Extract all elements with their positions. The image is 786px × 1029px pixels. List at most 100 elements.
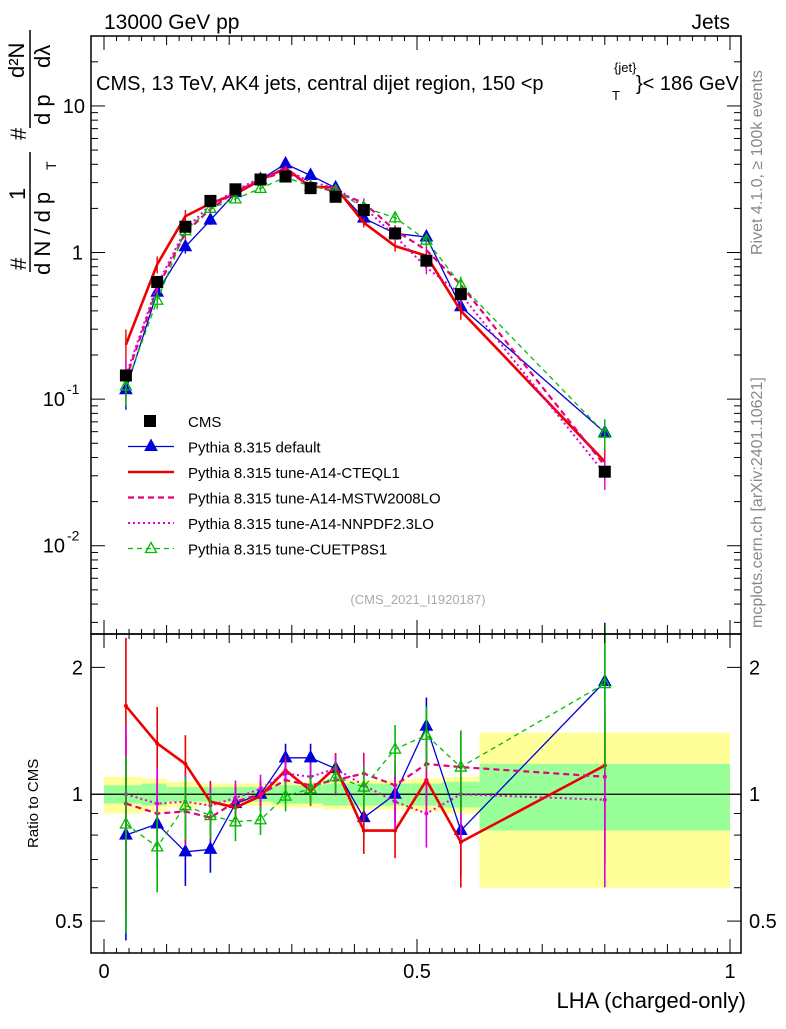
main-y-tick-label: 10 <box>63 96 85 118</box>
ratio-point-cuet <box>388 741 402 754</box>
ratio-point-cteql1 <box>361 828 366 833</box>
ratio-point-cuet <box>357 779 371 792</box>
ratio-point-default <box>303 749 318 763</box>
main-point-cuet <box>388 210 402 223</box>
y-label-numerator: d²N <box>4 43 29 78</box>
y-label-dndpt: d N / d p <box>30 192 55 275</box>
main-point-default <box>203 212 218 225</box>
ratio-y-tick-label-left: 1 <box>72 784 83 806</box>
ratio-point-cuet <box>228 814 243 827</box>
cms-data-point <box>389 227 402 240</box>
ratio-point-cteql1 <box>123 703 128 708</box>
y-label-dndpt-sub: T <box>43 161 59 170</box>
main-point-cuet <box>150 292 164 305</box>
main-y-tick-label: 1 <box>72 243 83 265</box>
y-label-hash-1: # <box>6 257 31 270</box>
main-point-cuet <box>203 200 218 213</box>
ratio-point-nnpdf <box>258 786 263 791</box>
legend-label-mstw: Pythia 8.315 tune-A14-MSTW2008LO <box>188 491 441 508</box>
plot-title-sup: {jet} <box>614 60 637 75</box>
legend-marker-cuet <box>144 541 158 554</box>
ratio-point-cuet <box>203 808 218 821</box>
plot-title-end: }< 186 GeV <box>636 73 740 95</box>
ratio-point-cuet <box>303 781 318 794</box>
plot-title-sub: T <box>612 88 620 103</box>
ratio-point-cteql1 <box>183 761 188 766</box>
legend-label-cteql1: Pythia 8.315 tune-A14-CTEQL1 <box>188 465 400 482</box>
ratio-point-cuet <box>598 676 612 689</box>
ratio-point-cteql1 <box>458 840 463 845</box>
cms-data-point <box>598 465 611 478</box>
ratio-line-cteql1 <box>124 705 606 844</box>
ratio-series <box>119 622 612 941</box>
header-left: 13000 GeV pp <box>104 11 239 34</box>
cms-data-point <box>304 182 317 195</box>
main-y-tick-exponent: -1 <box>67 381 80 397</box>
ratio-point-cuet <box>419 727 433 740</box>
legend-marker-default <box>144 438 158 451</box>
analysis-watermark: (CMS_2021_I1920187) <box>350 592 485 607</box>
cms-data-point <box>151 275 164 288</box>
main-point-cuet <box>253 181 268 194</box>
main-line-nnpdf <box>124 168 606 475</box>
cms-data-point <box>229 183 242 196</box>
ratio-point-nnpdf <box>233 795 238 800</box>
main-point-cuet <box>119 378 133 391</box>
ratio-y-tick-label-right: 2 <box>749 657 760 679</box>
main-y-axis-label: # 1 d N / d p T # d²N d p dλ <box>4 30 59 275</box>
ratio-y-tick-label-right: 0.5 <box>749 911 777 933</box>
cms-data-point <box>279 170 292 183</box>
cms-data-point <box>420 254 433 267</box>
ratio-point-cuet <box>119 816 133 829</box>
main-point-cuet <box>228 191 243 204</box>
ratio-point-default <box>178 843 193 857</box>
legend-label-nnpdf: Pythia 8.315 tune-A14-NNPDF2.3LO <box>188 516 434 533</box>
ratio-point-cteql1 <box>155 741 160 746</box>
y-label-dlambda: dλ <box>30 45 55 68</box>
legend-marker-cms <box>144 415 156 427</box>
ratio-y-tick-label-left: 0.5 <box>55 911 83 933</box>
y-label-one: 1 <box>5 188 30 200</box>
cms-data-point <box>119 369 132 382</box>
x-tick-label: 1 <box>724 961 735 983</box>
cms-data-point <box>179 220 192 233</box>
ratio-y-tick-label-right: 1 <box>749 784 760 806</box>
ratio-plot-frame <box>90 633 742 954</box>
ratio-line-mstw <box>125 762 605 819</box>
ratio-point-nnpdf <box>424 811 429 816</box>
plot-title-main: CMS, 13 TeV, AK4 jets, central dijet reg… <box>96 73 544 95</box>
ratio-point-cuet <box>178 798 192 811</box>
cms-data-point <box>454 288 467 301</box>
ratio-point-nnpdf <box>155 801 160 806</box>
legend-label-cuet: Pythia 8.315 tune-CUETP8S1 <box>188 542 387 559</box>
cms-data-point <box>329 190 342 203</box>
rivet-label: Rivet 4.1.0, ≥ 100k events <box>749 70 766 255</box>
x-axis-label: LHA (charged-only) <box>556 988 746 1013</box>
legend: CMS Pythia 8.315 default Pythia 8.315 tune… <box>128 414 441 559</box>
x-tick-label: 0 <box>98 961 109 983</box>
main-y-tick-label: 10 <box>43 389 65 411</box>
ratio-point-cuet <box>329 769 343 782</box>
ratio-point-cteql1 <box>393 828 398 833</box>
plot-title: CMS, 13 TeV, AK4 jets, central dijet reg… <box>96 60 740 103</box>
ratio-point-cuet <box>253 812 268 825</box>
y-label-hash-2: # <box>6 127 31 140</box>
main-y-tick-label: 10 <box>43 536 65 558</box>
mcplots-label: mcplots.cern.ch [arXiv:2401.10621] <box>749 377 766 628</box>
main-point-cuet <box>598 425 612 438</box>
header-right: Jets <box>691 11 730 34</box>
ratio-point-default <box>203 841 218 854</box>
cms-data-point <box>204 194 217 207</box>
ratio-point-cuet <box>278 788 293 801</box>
ratio-point-nnpdf <box>602 797 607 802</box>
x-tick-label: 0.5 <box>403 961 431 983</box>
legend-label-cms: CMS <box>188 414 221 431</box>
ratio-point-nnpdf <box>393 799 398 804</box>
legend-label-default: Pythia 8.315 default <box>188 440 321 457</box>
main-point-default <box>178 238 193 252</box>
ratio-y-axis-label: Ratio to CMS <box>25 759 42 848</box>
main-line-default <box>125 163 606 434</box>
main-y-tick-exponent: -2 <box>67 528 80 544</box>
y-label-dpt: d p <box>30 94 55 125</box>
